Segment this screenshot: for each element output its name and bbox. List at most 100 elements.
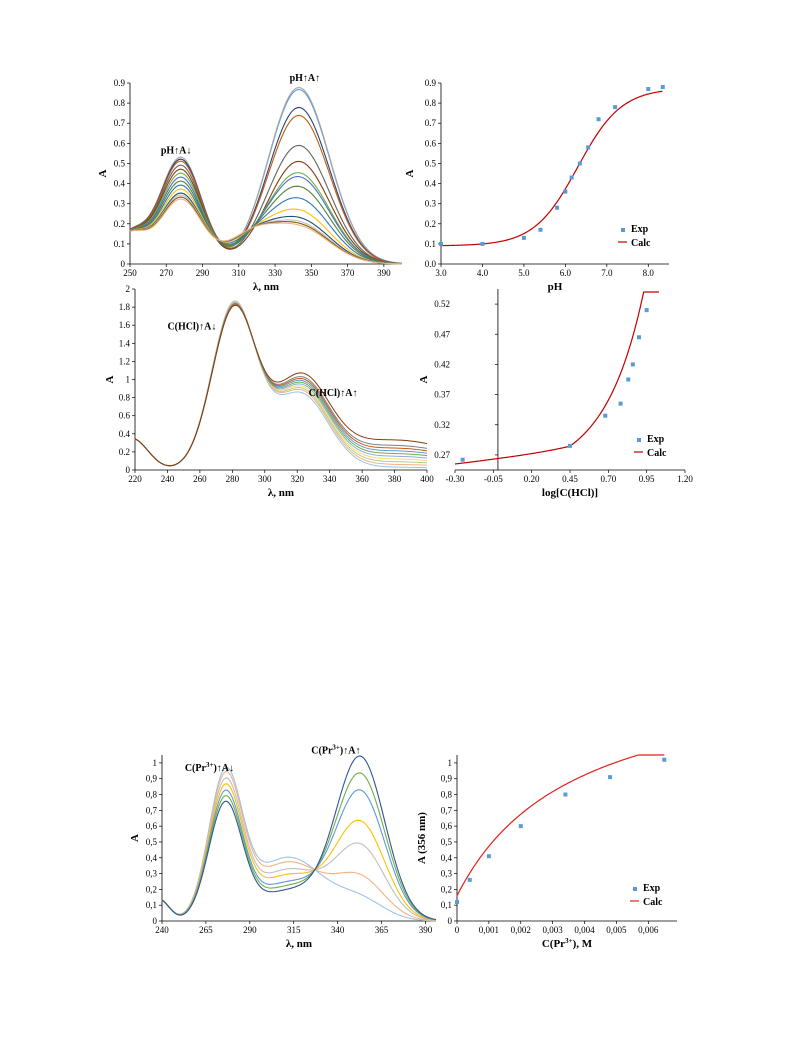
x-tick-label: 1.20 [677,474,693,484]
y-tick-label: 0.4 [119,429,131,439]
spectrum-line [129,86,403,264]
y-tick-label: 0.0 [425,259,437,269]
y-tick-label: 0.7 [114,118,126,128]
annotation-tail: )↑A↑ [340,745,361,756]
spectrum-line [129,176,403,265]
y-tick-label: 0 [126,465,131,475]
x-tick-label: 310 [232,268,246,278]
x-tick-label: 0,002 [511,925,531,935]
chart-hcl-titration-curve: -0.30 -0.05 0.20 0.45 0.70 0.95 1.20 0.27 0.32 0.… [418,289,693,499]
annotation-part: C(Pr [311,745,333,756]
x-tick-label: 380 [388,474,402,484]
exp-point [637,335,641,340]
spectrum-line [134,304,428,467]
annotation-part: C(Pr [185,763,207,774]
spectrum-line [161,777,437,921]
y-tick-label: 0,9 [146,774,158,784]
legend-calc-label: Calc [631,238,651,249]
x-tick-label: 0.70 [600,474,616,484]
y-tick-label: 0.8 [119,393,131,403]
spectrum-line [129,184,403,265]
y-tick-label: 0.9 [425,78,437,88]
x-tick-label: 0,005 [606,925,627,935]
annotation-tail: )↑A↓ [213,763,234,774]
x-tick-label: 7.0 [601,268,613,278]
y-tick-label: 0,6 [146,821,158,831]
x-tick-label: 0.45 [562,474,578,484]
exp-point [618,401,623,406]
annotation-sup: 3+ [332,743,340,751]
x-tick-label: 330 [268,268,282,278]
y-tick-label: 0.8 [425,98,437,108]
y-tick-label: 0.37 [434,390,450,400]
exp-point [460,457,465,462]
y-tick-label: 0,3 [441,869,453,879]
exp-point [568,443,572,448]
x-tick-label: 365 [375,925,389,935]
y-tick-label: 0.1 [425,239,436,249]
exp-point [555,205,560,210]
exp-point [467,877,472,882]
x-tick-label: 390 [377,268,391,278]
x-tick-label: 315 [287,925,301,935]
y-tick-label: 0.5 [114,158,126,168]
y-tick-label: 0 [448,916,453,926]
y-tick-label: 0 [121,259,126,269]
exp-point [563,792,568,797]
calc-curve [456,754,665,896]
legend-exp-label: Exp [631,224,649,235]
y-tick-label: 0.52 [434,299,450,309]
spectrum-line [161,783,437,921]
y-axis-label: A [97,169,109,177]
spectrum-line [129,198,403,265]
y-tick-label: 0.4 [114,179,126,189]
y-tick-label: 0.4 [425,179,437,189]
y-tick-label: 0,1 [146,900,157,910]
chart-pr-titration-curve: 0 0,001 0,002 0,003 0,004 0,005 0,006 0 0,1 0,2 0,… [416,754,677,950]
exp-point [439,241,443,246]
x-tick-label: 250 [123,268,137,278]
calc-curve [440,90,663,247]
x-axis-label: λ, nm [268,487,294,499]
x-tick-label: 5.0 [518,268,530,278]
x-tick-label: 265 [199,925,213,935]
annotation-label: C(HCl)↑A↓ [167,322,216,333]
exp-point [538,227,543,232]
x-tick-label: 0,001 [479,925,499,935]
x-tick-label: 350 [305,268,319,278]
x-tick-label: 0,004 [574,925,595,935]
spectrum-line [129,192,403,265]
y-tick-label: 0.2 [119,447,130,457]
y-tick-label: 0,4 [441,853,453,863]
x-tick-label: 0,003 [543,925,564,935]
exp-point [660,85,665,90]
x-tick-label: 290 [196,268,210,278]
calc-curve [454,291,659,465]
legend-exp-marker [621,228,625,232]
x-tick-label: 260 [193,474,207,484]
exp-point [577,161,582,166]
legend-calc-label: Calc [643,897,663,908]
x-tick-label: 240 [155,925,169,935]
exp-point [662,757,667,762]
x-axis-label: C(Pr3+), M [542,937,593,950]
x-tick-label: 220 [128,474,142,484]
chart-ph-titration-curve: 3.0 4.0 5.0 6.0 7.0 8.0 0.0 0.1 0.2 0.3 0.4 0.5 0.6 0… [404,78,669,293]
annotation-label: C(Pr3+)↑A↑ [311,743,360,756]
exp-point [644,308,649,313]
exp-point [603,413,608,418]
spectrum-line [129,160,403,265]
legend-calc-label: Calc [647,448,667,459]
x-tick-label: 320 [290,474,304,484]
x-tick-label: 0 [455,925,460,935]
y-tick-label: 0,9 [441,774,453,784]
y-tick-label: 0.32 [434,420,450,430]
y-tick-label: 0.6 [425,138,437,148]
x-tick-label: -0.30 [446,474,465,484]
y-tick-label: 1 [448,758,453,768]
x-tick-label: 0,006 [638,925,659,935]
x-axis-label: log[C(HCl)] [542,487,598,499]
x-tick-label: 340 [331,925,345,935]
y-tick-label: 0.8 [114,98,126,108]
